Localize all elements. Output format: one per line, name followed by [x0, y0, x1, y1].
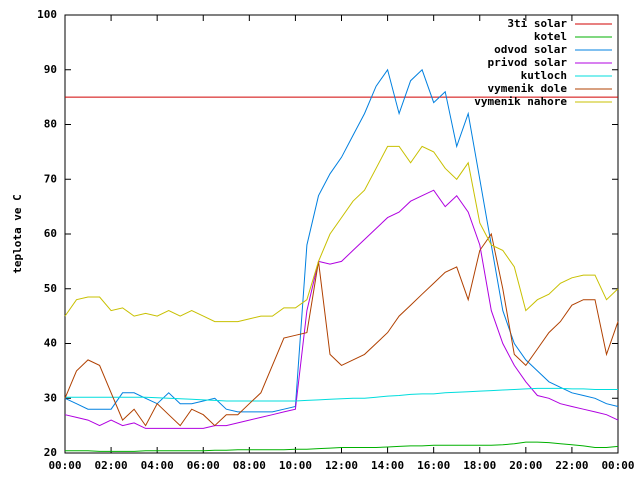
y-tick-label: 50: [44, 282, 57, 295]
series-line: [64, 145, 619, 323]
legend-label: odvod solar: [494, 43, 567, 56]
y-axis-label: teplota ve C: [11, 194, 24, 273]
legend-label: 3ti solar: [507, 17, 567, 30]
x-tick-label: 10:00: [279, 459, 312, 472]
x-tick-label: 04:00: [141, 459, 174, 472]
x-tick-label: 16:00: [417, 459, 450, 472]
legend-label: vymenik nahore: [474, 95, 567, 108]
y-tick-label: 90: [44, 63, 57, 76]
y-tick-label: 60: [44, 227, 57, 240]
series-line: [64, 232, 619, 427]
x-tick-label: 06:00: [187, 459, 220, 472]
series-line: [65, 387, 618, 402]
x-tick-label: 22:00: [555, 459, 588, 472]
y-tick-label: 30: [44, 391, 57, 404]
x-tick-label: 12:00: [325, 459, 358, 472]
series-line: [64, 189, 619, 429]
x-tick-label: 00:00: [601, 459, 634, 472]
y-tick-label: 40: [44, 337, 57, 350]
y-tick-label: 100: [37, 8, 57, 21]
y-tick-label: 70: [44, 172, 57, 185]
legend-label: privod solar: [488, 56, 568, 69]
x-tick-label: 18:00: [463, 459, 496, 472]
y-tick-label: 80: [44, 118, 57, 131]
x-tick-label: 00:00: [48, 459, 81, 472]
y-tick-label: 20: [44, 446, 57, 459]
x-tick-label: 20:00: [509, 459, 542, 472]
series-line: [65, 441, 619, 452]
x-tick-label: 08:00: [233, 459, 266, 472]
x-tick-label: 02:00: [95, 459, 128, 472]
legend-label: kutloch: [521, 69, 567, 82]
x-tick-label: 14:00: [371, 459, 404, 472]
legend-label: vymenik dole: [488, 82, 568, 95]
series-line: [64, 68, 619, 413]
legend-label: kotel: [534, 30, 567, 43]
